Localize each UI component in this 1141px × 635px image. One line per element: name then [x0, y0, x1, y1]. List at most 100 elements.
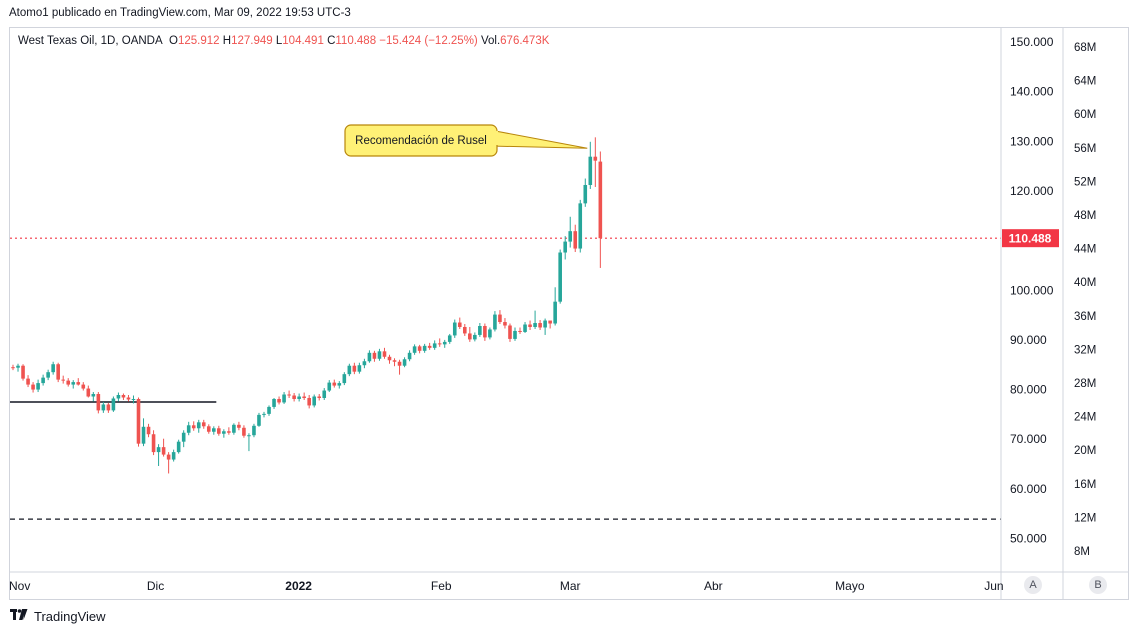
candle-body: [292, 395, 296, 399]
tradingview-logo-icon: [10, 609, 30, 624]
candle-body: [257, 414, 261, 426]
candle: [146, 423, 151, 438]
candle-body: [307, 397, 311, 406]
scale-settings-button[interactable]: B: [1089, 576, 1107, 594]
candle-body: [297, 396, 301, 399]
volume-tick-label: 40M: [1074, 277, 1096, 289]
candle-body: [312, 396, 316, 406]
candle-body: [357, 365, 362, 372]
candle: [81, 382, 86, 391]
candle-body: [272, 398, 276, 407]
candle-body: [26, 378, 30, 385]
volume-tick-label: 64M: [1074, 76, 1096, 88]
candle: [21, 364, 25, 381]
candle: [176, 439, 181, 454]
candle: [593, 137, 598, 187]
candle: [66, 378, 71, 387]
candle-body: [342, 374, 347, 384]
candle: [327, 380, 332, 393]
candle-body: [81, 384, 86, 389]
volume-tick-label: 44M: [1074, 244, 1096, 256]
price-tick-label: 90.000: [1010, 333, 1047, 347]
candle-body: [523, 324, 527, 332]
candle: [131, 395, 136, 404]
candle-body: [478, 325, 482, 335]
candle-body: [588, 156, 593, 185]
candle: [463, 324, 467, 336]
auto-scale-button[interactable]: A: [1024, 576, 1042, 594]
candle-body: [412, 346, 417, 353]
candle: [166, 452, 171, 474]
price-tag-text: 110.488: [1009, 232, 1052, 246]
candle-body: [166, 454, 171, 460]
time-tick-label: Dic: [147, 579, 164, 593]
candle-body: [387, 356, 392, 361]
volume-tick-label: 48M: [1074, 210, 1096, 222]
candle-body: [347, 365, 352, 375]
candle-body: [337, 383, 342, 386]
candle-body: [196, 422, 201, 429]
candle-body: [121, 395, 126, 398]
candle-body: [392, 360, 397, 362]
candle: [141, 418, 146, 447]
volume-tick-label: 28M: [1074, 378, 1096, 390]
candle: [422, 343, 427, 353]
candle: [543, 318, 547, 335]
candle: [377, 348, 382, 361]
candle: [252, 423, 256, 438]
candle-body: [116, 395, 121, 399]
candle: [212, 426, 216, 435]
legend-close-label: C: [327, 35, 336, 47]
candle: [412, 344, 417, 355]
candle-body: [548, 320, 552, 324]
volume-tick-label: 32M: [1074, 344, 1096, 356]
candle-body: [247, 435, 251, 437]
candle-body: [51, 364, 55, 373]
candle-body: [437, 343, 442, 345]
candle-body: [217, 428, 221, 434]
tradingview-brand[interactable]: TradingView: [10, 609, 106, 624]
candle-body: [558, 252, 562, 302]
price-tick-label: 100.000: [1010, 283, 1054, 297]
candle: [222, 429, 226, 438]
time-axis[interactable]: Nov Dic 2022 Feb Mar Abr Mayo Jun: [9, 579, 1004, 593]
legend-high: 127.949: [231, 35, 273, 47]
candle: [86, 385, 91, 398]
candle-body: [382, 351, 387, 357]
candle: [101, 401, 106, 413]
candle: [61, 375, 65, 384]
candle: [16, 363, 20, 372]
price-tick-label: 150.000: [1010, 35, 1054, 49]
candle: [156, 444, 161, 467]
candle: [573, 224, 578, 253]
candle: [528, 320, 532, 330]
candle: [317, 394, 322, 401]
candle-body: [593, 156, 598, 161]
candle-body: [201, 422, 206, 427]
candle-body: [131, 398, 136, 400]
candle-body: [422, 345, 427, 351]
candle: [171, 449, 176, 462]
candle-body: [11, 367, 15, 369]
candle: [201, 419, 206, 429]
volume-tick-label: 12M: [1074, 512, 1096, 524]
candle-body: [16, 365, 20, 368]
brand-name: TradingView: [34, 609, 106, 624]
volume-tick-label: 24M: [1074, 412, 1096, 424]
candle: [31, 382, 35, 393]
annotation-callout[interactable]: Recomendación de Rusel: [344, 124, 588, 157]
candle-body: [156, 447, 161, 453]
price-axis[interactable]: 150.000140.000130.000120.000110.000100.0…: [9, 28, 1129, 600]
candle: [186, 421, 191, 436]
candle-body: [31, 384, 35, 390]
candle-body: [352, 365, 357, 372]
legend-vol: 676.473K: [500, 35, 550, 47]
candle: [372, 350, 377, 362]
candle: [106, 402, 111, 413]
candle: [598, 151, 603, 268]
price-tick-label: 120.000: [1010, 184, 1054, 198]
price-tick-label: 60.000: [1010, 482, 1047, 496]
legend-open-label: O: [169, 35, 178, 47]
legend-open: 125.912: [178, 35, 220, 47]
